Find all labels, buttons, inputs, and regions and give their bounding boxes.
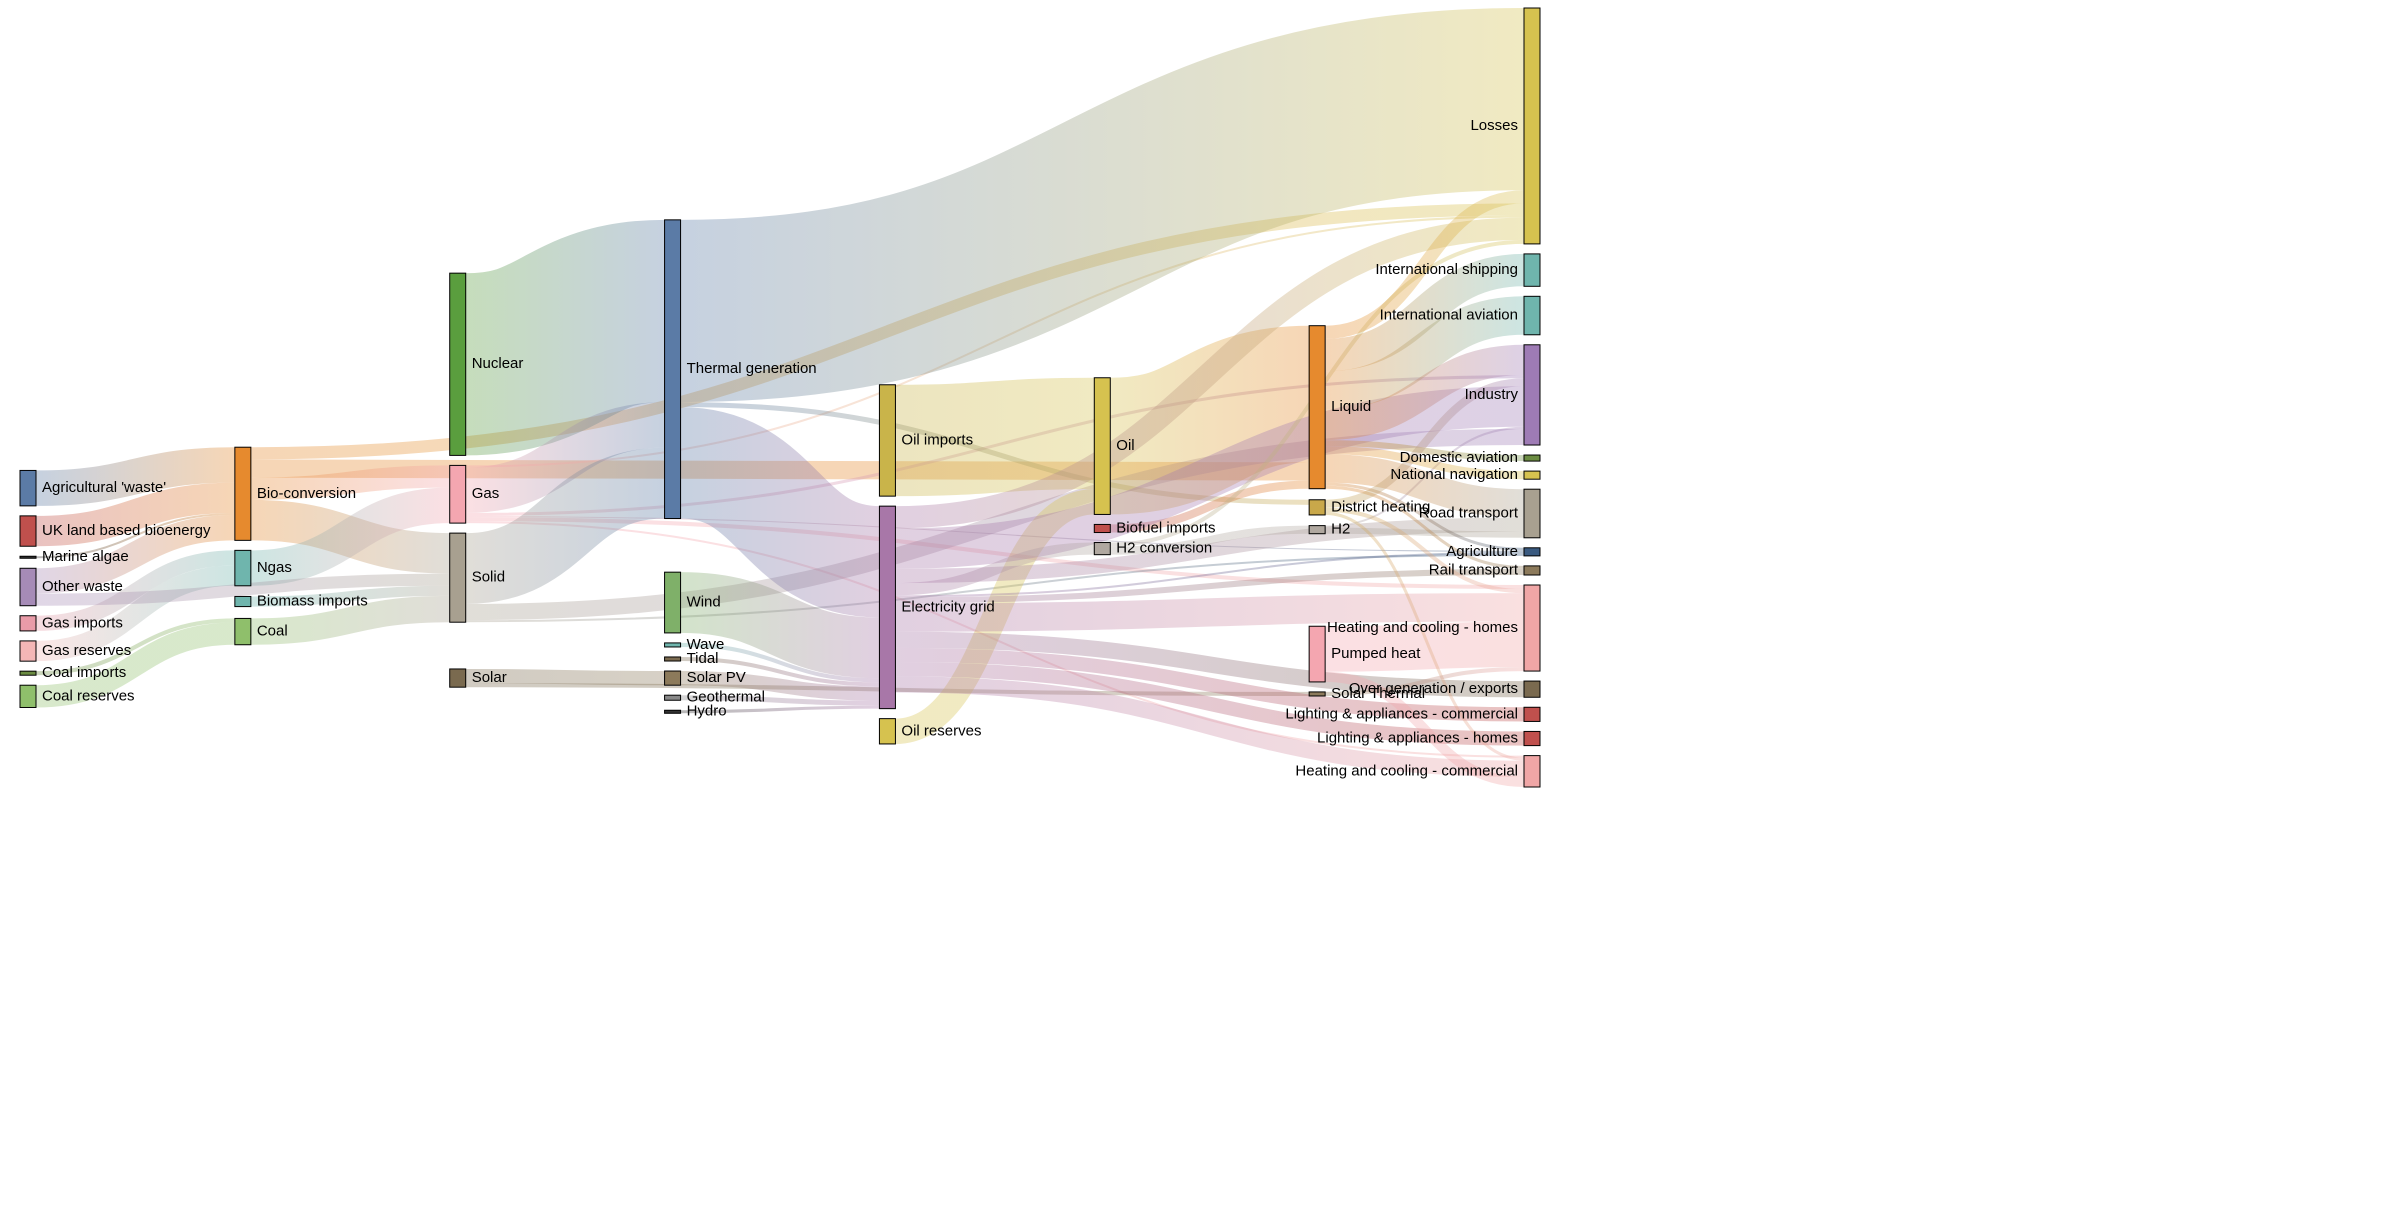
sankey-node	[665, 657, 681, 661]
sankey-node-label: Solar PV	[687, 669, 746, 686]
sankey-node	[20, 556, 36, 558]
sankey-node	[20, 671, 36, 675]
sankey-node	[1309, 326, 1325, 489]
sankey-node-label: UK land based bioenergy	[42, 522, 211, 539]
sankey-node-label: H2	[1331, 521, 1350, 538]
sankey-node	[1524, 731, 1540, 745]
sankey-node-label: Liquid	[1331, 398, 1371, 415]
sankey-node	[20, 685, 36, 707]
sankey-node	[20, 470, 36, 505]
sankey-node	[1309, 500, 1325, 515]
sankey-node	[20, 568, 36, 605]
sankey-node-label: Rail transport	[1429, 561, 1519, 578]
sankey-node-label: District heating	[1331, 498, 1430, 515]
sankey-node-label: Over generation / exports	[1349, 680, 1518, 697]
sankey-node	[879, 719, 895, 744]
sankey-node-label: Road transport	[1419, 504, 1519, 521]
sankey-node-label: Gas imports	[42, 614, 123, 631]
sankey-node	[235, 447, 251, 540]
sankey-node	[450, 273, 466, 455]
sankey-node-label: Oil	[1116, 437, 1134, 454]
sankey-chart: Agricultural 'waste' Marine algae UK land …	[0, 0, 1560, 795]
sankey-node	[879, 506, 895, 708]
sankey-node-label: Lighting & appliances - commercial	[1285, 705, 1518, 722]
sankey-node-label: Hydro	[687, 703, 727, 720]
sankey-node	[1094, 543, 1110, 555]
sankey-node-label: Domestic aviation	[1400, 449, 1518, 466]
sankey-node	[665, 695, 681, 700]
sankey-node	[20, 641, 36, 661]
sankey-node-label: National navigation	[1390, 466, 1518, 483]
sankey-node-label: Bio-conversion	[257, 485, 356, 502]
sankey-node-label: Pumped heat	[1331, 645, 1421, 662]
sankey-node-label: Marine algae	[42, 548, 129, 565]
sankey-node	[450, 669, 466, 687]
sankey-node-label: Agricultural 'waste'	[42, 479, 166, 496]
sankey-node	[1094, 378, 1110, 515]
sankey-node-label: Losses	[1470, 117, 1518, 134]
sankey-node	[665, 710, 681, 713]
sankey-node	[450, 465, 466, 523]
sankey-node	[1524, 296, 1540, 334]
sankey-node-label: Solar	[472, 669, 507, 686]
sankey-node-label: Biomass imports	[257, 592, 368, 609]
sankey-node-label: Biofuel imports	[1116, 519, 1215, 536]
sankey-node	[1524, 471, 1540, 479]
sankey-node	[1524, 345, 1540, 445]
sankey-node-label: H2 conversion	[1116, 540, 1212, 557]
sankey-node	[665, 671, 681, 685]
sankey-node-label: Heating and cooling - homes	[1327, 619, 1518, 636]
sankey-link	[681, 99, 1524, 311]
sankey-node-label: International aviation	[1380, 307, 1518, 324]
sankey-node	[1524, 756, 1540, 787]
sankey-node-label: Solid	[472, 569, 505, 586]
sankey-node	[1524, 548, 1540, 556]
sankey-node-label: Coal	[257, 623, 288, 640]
sankey-node	[1524, 681, 1540, 697]
sankey-node-label: Gas reserves	[42, 642, 131, 659]
sankey-node-label: Lighting & appliances - homes	[1317, 729, 1518, 746]
sankey-node-label: Agriculture	[1446, 543, 1518, 560]
sankey-node	[235, 618, 251, 644]
sankey-node-label: Wind	[687, 594, 721, 611]
sankey-node	[1524, 585, 1540, 671]
sankey-node	[879, 385, 895, 496]
sankey-node	[1524, 707, 1540, 721]
sankey-node-label: Coal imports	[42, 664, 126, 681]
sankey-node-label: Ngas	[257, 559, 292, 576]
sankey-node-label: Coal reserves	[42, 687, 135, 704]
sankey-node-label: International shipping	[1375, 261, 1518, 278]
sankey-node	[1309, 626, 1325, 682]
sankey-node	[20, 516, 36, 546]
sankey-node-label: Thermal generation	[687, 360, 817, 377]
sankey-links	[36, 99, 1524, 782]
sankey-node	[665, 643, 681, 647]
sankey-node	[1309, 526, 1325, 534]
sankey-node	[1309, 692, 1325, 696]
sankey-node-label: Electricity grid	[901, 598, 994, 615]
sankey-node	[235, 550, 251, 585]
sankey-node-label: Other waste	[42, 578, 123, 595]
sankey-node	[665, 572, 681, 633]
sankey-node	[235, 596, 251, 606]
sankey-node	[665, 220, 681, 519]
sankey-node-label: Gas	[472, 485, 500, 502]
sankey-node-label: Heating and cooling - commercial	[1295, 762, 1518, 779]
sankey-node	[1524, 8, 1540, 244]
sankey-node	[1524, 254, 1540, 286]
sankey-node	[1524, 489, 1540, 538]
sankey-node	[20, 616, 36, 631]
sankey-node	[1524, 455, 1540, 461]
sankey-node	[1524, 566, 1540, 575]
sankey-node-label: Oil imports	[901, 431, 973, 448]
sankey-node-label: Industry	[1465, 386, 1519, 403]
sankey-node-label: Tidal	[687, 650, 719, 667]
sankey-node	[450, 533, 466, 622]
sankey-node-label: Nuclear	[472, 355, 524, 372]
sankey-node	[1094, 524, 1110, 532]
sankey-node-label: Oil reserves	[901, 722, 981, 739]
